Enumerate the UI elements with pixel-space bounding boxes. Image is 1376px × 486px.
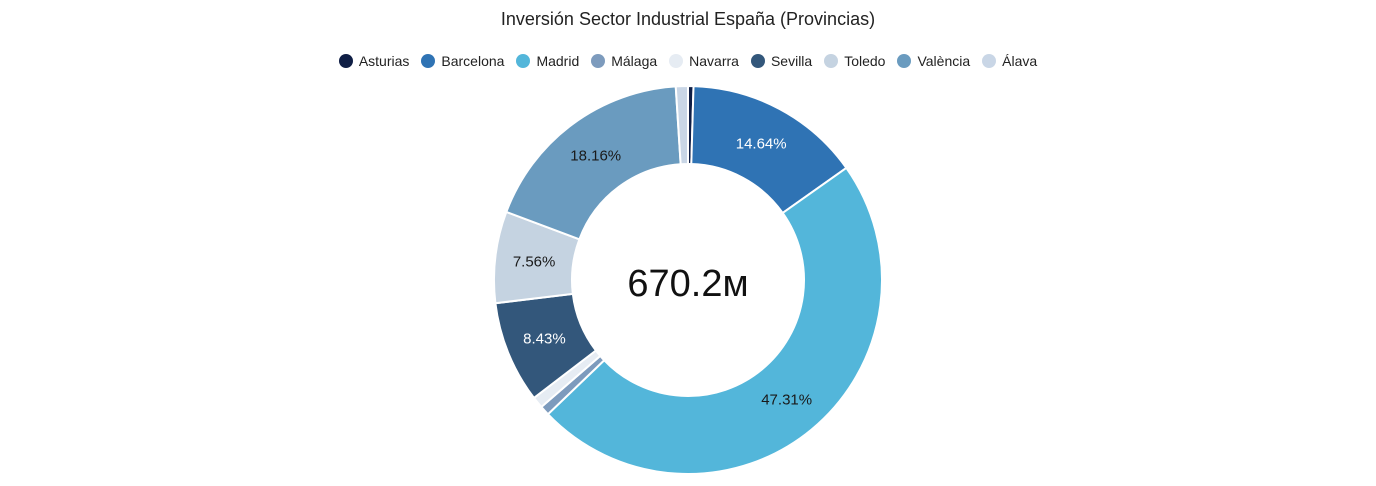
legend-label: Sevilla <box>770 53 813 69</box>
legend-label: Toledo <box>844 53 886 69</box>
legend-swatch <box>750 54 765 68</box>
legend-item-barcelona[interactable]: Barcelona <box>421 53 504 69</box>
legend-swatch <box>982 54 997 68</box>
legend-item-navarra[interactable]: Navarra <box>669 53 739 69</box>
legend-swatch <box>669 54 684 68</box>
legend-label: Málaga <box>611 53 658 69</box>
legend-item-alava[interactable]: Álava <box>982 53 1037 69</box>
donut-slice-alava[interactable] <box>674 84 689 166</box>
slice-label-madrid: 47.31% <box>761 392 812 409</box>
donut-slice-madrid[interactable] <box>546 166 883 475</box>
legend-item-malaga[interactable]: Málaga <box>591 53 657 69</box>
slice-label-barcelona: 14.64% <box>736 135 787 152</box>
legend-label: València <box>917 53 971 69</box>
slice-label-valencia: 18.16% <box>570 147 621 164</box>
legend-label: Álava <box>1002 53 1038 69</box>
legend-swatch <box>338 54 353 68</box>
legend-label: Barcelona <box>441 53 505 69</box>
legend-swatch <box>824 54 839 68</box>
legend-swatch <box>421 54 436 68</box>
legend-item-madrid[interactable]: Madrid <box>516 53 579 69</box>
legend-item-valencia[interactable]: València <box>897 53 970 69</box>
donut-slice-valencia[interactable] <box>505 85 682 241</box>
legend-label: Asturias <box>358 53 410 69</box>
chart-legend: Asturias Barcelona Madrid Málaga Navarra Sevi… <box>0 53 1376 69</box>
legend-item-asturias[interactable]: Asturias <box>338 53 410 69</box>
legend-item-toledo[interactable]: Toledo <box>824 53 885 69</box>
legend-swatch <box>591 54 606 68</box>
donut-slices <box>493 84 883 475</box>
donut-slice-labels: 14.64% 47.31% 8.43% 7.56% 18.16% <box>513 135 812 408</box>
legend-label: Madrid <box>536 53 580 69</box>
slice-label-toledo: 7.56% <box>513 254 556 271</box>
slice-label-sevilla: 8.43% <box>523 330 566 347</box>
center-total-label: 670.2м <box>627 263 748 305</box>
legend-swatch <box>516 54 531 68</box>
legend-item-sevilla[interactable]: Sevilla <box>750 53 813 69</box>
legend-label: Navarra <box>689 53 739 69</box>
chart-title: Inversión Sector Industrial España (Prov… <box>500 9 876 29</box>
legend-swatch <box>897 54 912 68</box>
